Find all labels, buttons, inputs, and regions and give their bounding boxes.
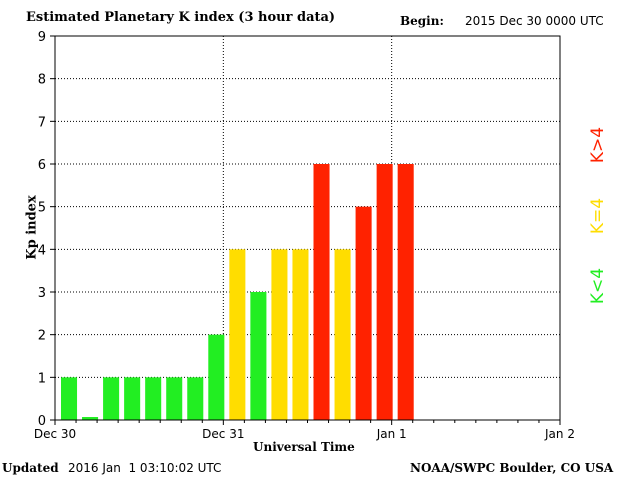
kp-bar: [376, 164, 393, 420]
kp-bar: [397, 164, 414, 420]
updated-value: 2016 Jan 1 03:10:02 UTC: [68, 461, 222, 475]
kp-bar: [145, 377, 162, 420]
kp-bar: [61, 377, 78, 420]
y-tick-label: 6: [38, 158, 46, 173]
x-tick-label: Jan 2: [544, 427, 575, 441]
y-tick-label: 9: [38, 30, 46, 45]
updated-label: Updated: [2, 461, 59, 475]
kp-bar: [229, 249, 246, 420]
x-tick-label: Dec 31: [202, 427, 244, 441]
x-tick-label: Dec 30: [34, 427, 76, 441]
legend-above: K>4: [588, 126, 608, 164]
legend-equal: K=4: [588, 197, 608, 235]
y-tick-label: 3: [38, 286, 46, 301]
y-axis-label: Kp index: [24, 195, 40, 260]
x-tick-label: Jan 1: [376, 427, 407, 441]
y-tick-label: 4: [38, 243, 46, 258]
begin-value: 2015 Dec 30 0000 UTC: [465, 14, 604, 28]
kp-bar: [208, 334, 225, 420]
bars-layer: [61, 164, 414, 420]
begin-label: Begin:: [400, 14, 444, 28]
y-tick-label: 1: [38, 371, 46, 386]
ticks-layer: [50, 35, 561, 425]
kp-bar: [271, 249, 288, 420]
kp-bar: [313, 164, 330, 420]
kp-bar: [82, 417, 99, 420]
y-tick-label: 2: [38, 329, 46, 344]
source-credit: NOAA/SWPC Boulder, CO USA: [410, 461, 614, 475]
grid-layer: [55, 36, 560, 420]
kp-bar: [124, 377, 141, 420]
y-tick-label: 5: [38, 201, 46, 216]
kp-bar: [166, 377, 183, 420]
chart-title: Estimated Planetary K index (3 hour data…: [26, 10, 336, 25]
y-tick-label: 0: [38, 414, 46, 429]
kp-bar: [250, 292, 267, 420]
kp-bar: [334, 249, 351, 420]
y-tick-label: 7: [38, 115, 46, 130]
y-tick-label: 8: [38, 73, 46, 88]
kp-bar: [187, 377, 204, 420]
kp-bar: [355, 206, 372, 420]
labels-layer: 0 1 2 3 4 5 6 7 8 9 Dec 30 Dec 31 Jan 1 Jan 2: [34, 30, 575, 441]
kp-bar: [292, 249, 309, 420]
x-axis-label: Universal Time: [253, 440, 355, 454]
kp-bar: [103, 377, 120, 420]
legend-below: K<4: [588, 267, 608, 305]
